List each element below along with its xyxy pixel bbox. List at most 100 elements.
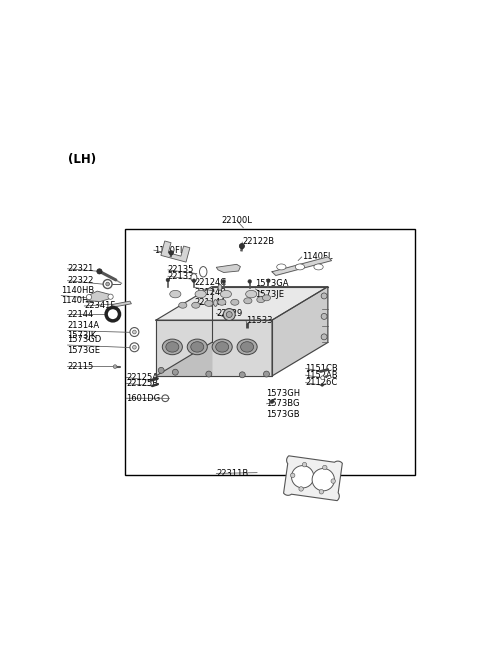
Ellipse shape — [231, 299, 239, 305]
Ellipse shape — [212, 339, 232, 355]
Polygon shape — [216, 264, 240, 272]
Circle shape — [106, 282, 109, 286]
Ellipse shape — [218, 285, 222, 291]
Text: 11533: 11533 — [246, 316, 273, 325]
Text: (LH): (LH) — [68, 154, 96, 167]
Text: 22124C
22124B: 22124C 22124B — [195, 277, 227, 297]
Circle shape — [108, 294, 113, 299]
Ellipse shape — [263, 295, 271, 300]
Ellipse shape — [191, 342, 204, 352]
Ellipse shape — [170, 291, 181, 298]
Circle shape — [264, 371, 269, 377]
Text: 1151CB: 1151CB — [305, 364, 338, 373]
Ellipse shape — [244, 298, 252, 304]
Text: 1573GH
1573BG
1573GB: 1573GH 1573BG 1573GB — [266, 389, 300, 419]
Circle shape — [321, 376, 324, 380]
Polygon shape — [156, 320, 272, 376]
Circle shape — [192, 279, 196, 283]
Text: 22115: 22115 — [67, 362, 94, 371]
Text: 22125B: 22125B — [126, 379, 158, 388]
Ellipse shape — [257, 297, 265, 302]
Circle shape — [172, 369, 178, 375]
Circle shape — [291, 466, 314, 488]
Ellipse shape — [204, 300, 213, 306]
Ellipse shape — [314, 264, 323, 270]
Ellipse shape — [166, 342, 179, 352]
Circle shape — [323, 465, 327, 470]
Circle shape — [321, 314, 327, 319]
Circle shape — [86, 295, 92, 300]
Ellipse shape — [191, 274, 197, 282]
Text: 1152AB: 1152AB — [305, 371, 338, 380]
Circle shape — [158, 367, 164, 373]
Text: 1601DG: 1601DG — [126, 394, 160, 403]
Polygon shape — [112, 301, 132, 307]
Circle shape — [321, 334, 327, 340]
Polygon shape — [284, 456, 342, 501]
Circle shape — [130, 327, 139, 337]
Ellipse shape — [187, 339, 207, 355]
Polygon shape — [272, 287, 328, 376]
Circle shape — [299, 487, 303, 491]
Ellipse shape — [162, 339, 182, 355]
Circle shape — [312, 468, 335, 491]
Circle shape — [166, 278, 170, 282]
Ellipse shape — [214, 300, 217, 306]
Text: 21126C: 21126C — [305, 378, 338, 387]
Text: 22114A: 22114A — [195, 298, 227, 307]
Text: 1140FL: 1140FL — [154, 246, 184, 255]
Circle shape — [97, 269, 102, 274]
Circle shape — [248, 279, 252, 283]
Circle shape — [103, 279, 112, 289]
Circle shape — [319, 489, 324, 494]
Circle shape — [240, 372, 245, 378]
Circle shape — [302, 462, 307, 467]
Text: 22144: 22144 — [67, 310, 94, 319]
Circle shape — [226, 312, 232, 318]
Bar — [125, 229, 415, 474]
Ellipse shape — [192, 302, 200, 308]
Ellipse shape — [240, 342, 253, 352]
Circle shape — [162, 395, 168, 401]
Ellipse shape — [220, 291, 231, 298]
Text: 22100L: 22100L — [221, 216, 252, 225]
Polygon shape — [272, 257, 332, 276]
Text: 1140HB
1140HC: 1140HB 1140HC — [61, 286, 95, 305]
Circle shape — [331, 479, 336, 483]
Ellipse shape — [216, 342, 228, 352]
Text: 1573GD
1573GE: 1573GD 1573GE — [67, 335, 102, 355]
Circle shape — [113, 365, 117, 369]
Ellipse shape — [218, 299, 226, 305]
Text: 22135: 22135 — [168, 266, 194, 274]
Circle shape — [321, 293, 327, 299]
Circle shape — [270, 400, 274, 403]
Text: 21314A
1573JK: 21314A 1573JK — [67, 321, 99, 340]
Ellipse shape — [246, 291, 257, 298]
Polygon shape — [161, 241, 190, 262]
Polygon shape — [87, 291, 113, 302]
Circle shape — [106, 308, 120, 321]
Ellipse shape — [276, 264, 286, 270]
Circle shape — [223, 308, 235, 321]
Circle shape — [321, 383, 324, 386]
Text: 22321: 22321 — [67, 264, 94, 274]
Circle shape — [240, 243, 244, 249]
Circle shape — [130, 343, 139, 352]
Circle shape — [132, 330, 136, 334]
Text: 22125A: 22125A — [126, 373, 158, 382]
Text: 1140FL: 1140FL — [302, 253, 332, 261]
Polygon shape — [156, 342, 212, 376]
Text: 22311B: 22311B — [216, 469, 249, 478]
Ellipse shape — [237, 339, 257, 355]
Circle shape — [132, 346, 136, 349]
Text: 22133: 22133 — [168, 272, 194, 281]
Circle shape — [206, 371, 212, 377]
Text: 22322: 22322 — [67, 276, 94, 285]
Text: 22341F: 22341F — [84, 302, 115, 310]
Text: 22129: 22129 — [216, 309, 242, 318]
Circle shape — [290, 473, 295, 478]
Ellipse shape — [295, 264, 305, 270]
Ellipse shape — [200, 266, 207, 277]
Polygon shape — [156, 287, 328, 320]
Text: 1573GA
1573JE: 1573GA 1573JE — [255, 279, 289, 298]
